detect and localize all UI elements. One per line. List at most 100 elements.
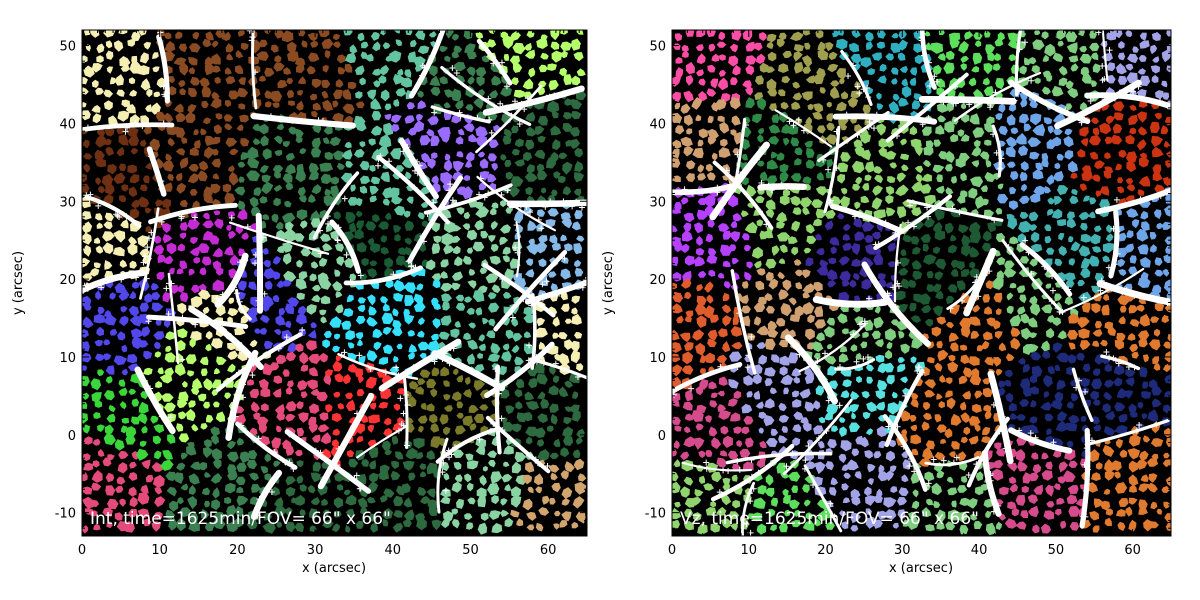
granule-cell	[463, 389, 472, 398]
granule-cell	[487, 483, 500, 496]
granule-cell	[285, 321, 292, 329]
granule-cell	[1066, 42, 1078, 54]
granule-cell	[535, 486, 542, 494]
granule-cell	[525, 461, 535, 473]
granule-cell	[285, 221, 294, 231]
granule-cell	[272, 165, 284, 174]
granule-cell	[451, 282, 461, 291]
granule-cell	[82, 329, 89, 338]
cross-marker	[231, 284, 238, 291]
granule-cell	[82, 392, 90, 400]
granule-cell	[730, 77, 738, 86]
granule-cell	[227, 464, 237, 474]
cross-marker	[324, 213, 331, 220]
granule-cell	[475, 32, 484, 39]
granule-cell	[456, 412, 464, 419]
cross-marker	[123, 124, 130, 131]
granule-cell	[263, 341, 274, 350]
granule-cell	[560, 41, 572, 51]
granule-cell	[794, 62, 804, 74]
granule-cell	[451, 519, 460, 529]
cross-marker	[539, 281, 546, 288]
granule-cell	[82, 496, 95, 509]
granule-cell	[238, 77, 246, 86]
granule-cell	[817, 41, 826, 52]
granule-cell	[500, 154, 507, 161]
granule-cell	[93, 523, 101, 531]
granule-cell	[426, 340, 441, 353]
granule-cell	[162, 160, 174, 172]
x-tick-label: 60	[1124, 543, 1141, 558]
granule-cell	[276, 425, 282, 433]
cross-marker	[242, 428, 249, 435]
cross-marker	[179, 314, 186, 321]
cross-marker	[325, 220, 332, 227]
granule-cell	[141, 459, 151, 470]
granule-cell	[145, 104, 152, 112]
granule-cell	[271, 486, 281, 496]
granule-cell	[342, 103, 355, 115]
granule-cell	[299, 509, 306, 517]
cross-marker	[353, 472, 360, 479]
granule-cell	[117, 331, 126, 341]
granule-cell	[379, 495, 388, 503]
granule-cell	[285, 182, 294, 190]
granule-cell	[548, 385, 559, 395]
granule-cell	[176, 462, 186, 471]
granule-cell	[259, 196, 268, 204]
granule-cell	[378, 469, 390, 481]
granule-cell	[185, 408, 196, 422]
granule-cell	[511, 495, 522, 508]
granule-cell	[406, 196, 414, 205]
granule-cell	[187, 370, 195, 377]
granule-cell	[259, 165, 269, 174]
granule-cell	[574, 332, 583, 339]
granule-cell	[526, 126, 537, 137]
granule-cell	[345, 524, 351, 533]
cross-marker	[451, 444, 458, 451]
granule-cell	[342, 89, 352, 100]
granule-cell	[117, 110, 130, 122]
cross-marker	[419, 233, 426, 240]
granule-cell	[576, 428, 585, 439]
granule-cell	[512, 42, 526, 55]
granule-cell	[371, 110, 382, 121]
network-lane	[435, 427, 499, 464]
granule-cell	[237, 87, 249, 98]
granule-cell	[932, 64, 942, 76]
granule-cell	[204, 500, 211, 508]
granule-cell	[367, 424, 375, 433]
granule-cell	[1127, 53, 1139, 64]
granule-cell	[366, 53, 374, 62]
granule-cell	[570, 350, 580, 364]
granule-cell	[229, 148, 239, 156]
granule-cell	[456, 207, 465, 215]
granule-cell	[910, 67, 918, 76]
granule-cell	[369, 402, 377, 410]
granule-cell	[985, 44, 995, 55]
granule-cell	[178, 391, 189, 402]
granule-cell	[319, 257, 328, 267]
granule-cell	[571, 313, 582, 325]
granule-cell	[404, 237, 412, 245]
cross-marker	[499, 275, 506, 282]
granule-cell	[490, 471, 503, 484]
granule-cell	[361, 459, 369, 467]
granule-cell	[451, 88, 462, 102]
granule-cell	[103, 315, 117, 326]
granule-cell	[378, 357, 389, 365]
granule-cell	[728, 55, 739, 67]
granule-cell	[462, 186, 473, 200]
granule-cell	[1031, 65, 1040, 74]
granule-cell	[487, 292, 497, 300]
granule-cell	[681, 50, 689, 58]
granule-cell	[282, 253, 292, 265]
granule-cell	[420, 201, 429, 208]
cross-marker	[393, 364, 400, 371]
granule-cell	[296, 427, 305, 437]
granule-cell	[306, 304, 317, 315]
granule-cell	[491, 523, 503, 534]
granule-cell	[213, 218, 224, 229]
granule-cell	[390, 148, 402, 160]
granule-cell	[369, 513, 377, 522]
